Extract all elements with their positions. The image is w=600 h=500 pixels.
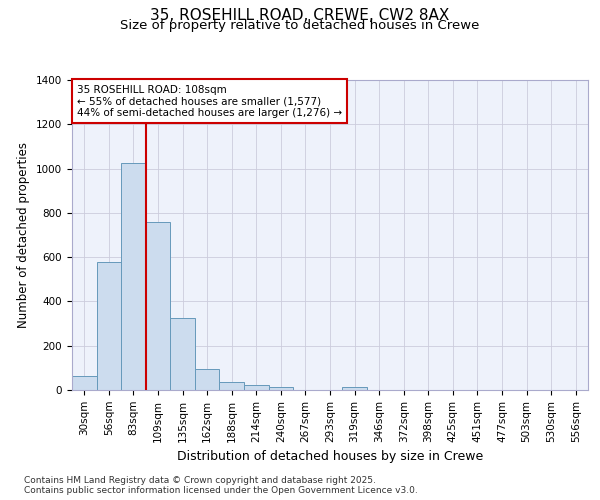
Bar [97,262,121,390]
Text: Contains HM Land Registry data © Crown copyright and database right 2025.
Contai: Contains HM Land Registry data © Crown c… [24,476,418,495]
Bar [220,382,244,390]
Bar [72,376,97,390]
Bar [269,387,293,390]
Y-axis label: Number of detached properties: Number of detached properties [17,142,31,328]
Bar [146,222,170,390]
Bar [342,387,367,390]
Text: 35 ROSEHILL ROAD: 108sqm
← 55% of detached houses are smaller (1,577)
44% of sem: 35 ROSEHILL ROAD: 108sqm ← 55% of detach… [77,84,342,118]
Bar [170,318,195,390]
Bar [195,370,220,390]
Bar [244,385,269,390]
X-axis label: Distribution of detached houses by size in Crewe: Distribution of detached houses by size … [177,450,483,463]
Text: 35, ROSEHILL ROAD, CREWE, CW2 8AX: 35, ROSEHILL ROAD, CREWE, CW2 8AX [151,8,449,22]
Bar [121,163,146,390]
Text: Size of property relative to detached houses in Crewe: Size of property relative to detached ho… [121,19,479,32]
